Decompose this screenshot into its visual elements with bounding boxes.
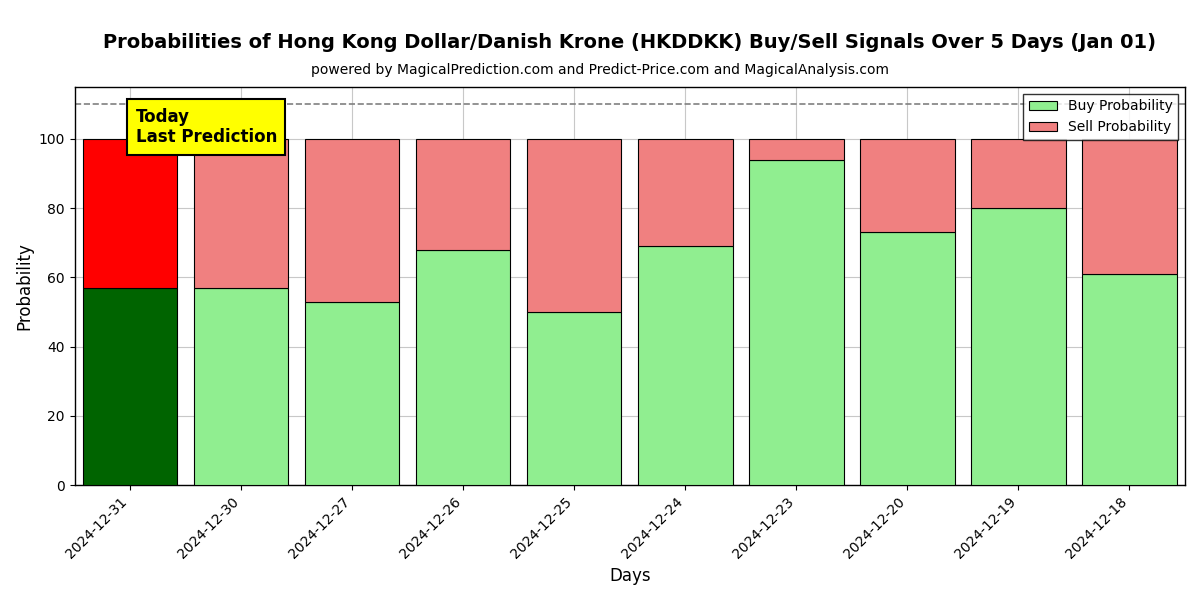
Bar	[749, 139, 844, 160]
Text: powered by MagicalPrediction.com and Predict-Price.com and MagicalAnalysis.com: powered by MagicalPrediction.com and Pre…	[311, 63, 889, 77]
Bar	[860, 232, 955, 485]
Bar	[971, 139, 1066, 208]
Title: Probabilities of Hong Kong Dollar/Danish Krone (HKDDKK) Buy/Sell Signals Over 5 : Probabilities of Hong Kong Dollar/Danish…	[103, 33, 1157, 52]
Text: Today
Last Prediction: Today Last Prediction	[136, 107, 277, 146]
Bar	[638, 139, 732, 246]
Bar	[1082, 139, 1177, 274]
Bar	[305, 302, 400, 485]
Y-axis label: Probability: Probability	[16, 242, 34, 330]
Bar	[527, 139, 622, 312]
Bar	[1082, 274, 1177, 485]
Bar	[194, 139, 288, 288]
Bar	[416, 250, 510, 485]
Bar	[638, 246, 732, 485]
Bar	[860, 139, 955, 232]
Bar	[83, 139, 178, 288]
Bar	[527, 312, 622, 485]
Legend: Buy Probability, Sell Probability: Buy Probability, Sell Probability	[1024, 94, 1178, 140]
Bar	[749, 160, 844, 485]
Bar	[194, 288, 288, 485]
X-axis label: Days: Days	[610, 567, 650, 585]
Bar	[83, 288, 178, 485]
Bar	[971, 208, 1066, 485]
Bar	[416, 139, 510, 250]
Bar	[305, 139, 400, 302]
